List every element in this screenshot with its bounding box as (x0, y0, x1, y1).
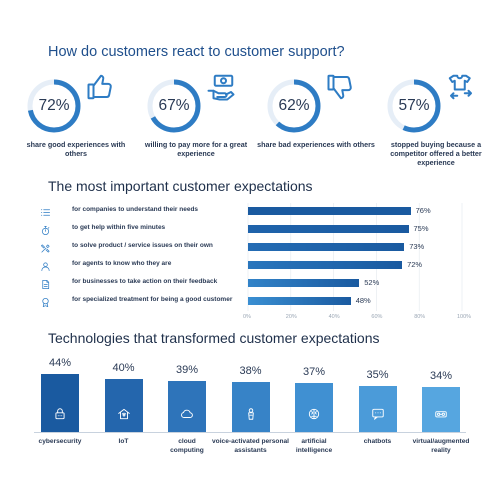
section1-title: How do customers react to customer suppo… (48, 44, 345, 60)
lock-icon (53, 407, 67, 426)
expectation-bar (248, 261, 403, 269)
percent-ring (387, 79, 441, 133)
expectation-label: for businesses to take action on their f… (72, 278, 218, 285)
percent-arc (27, 79, 81, 133)
iot-house-icon (117, 407, 131, 426)
document-icon (40, 277, 51, 289)
technology-label: virtual/augmented reality (412, 438, 470, 454)
money-hand-icon (206, 72, 236, 107)
axis-tick-label: 80% (414, 314, 426, 320)
percent-arc (387, 79, 441, 133)
axis-tick-label: 40% (328, 314, 340, 320)
expectation-label: for companies to understand their needs (72, 206, 199, 213)
axis-tick-label: 20% (285, 314, 297, 320)
percent-ring (27, 79, 81, 133)
expectation-bar (248, 297, 351, 305)
expectation-label: for specialized treatment for being a go… (72, 296, 233, 303)
expectation-value: 76% (415, 206, 431, 215)
expectation-bar (248, 207, 411, 215)
technology-value: 39% (175, 363, 199, 376)
technology-bar (231, 381, 270, 432)
technology-value: 37% (302, 366, 326, 379)
technology-label: chatbots (363, 438, 392, 445)
vr-headset-icon (434, 407, 448, 426)
technology-value: 44% (48, 357, 72, 369)
technology-label: artificial intelligence (295, 438, 333, 454)
axis-tick-label: 60% (371, 314, 383, 320)
stat-percent: 57% (398, 97, 430, 114)
thumbs-up-icon (86, 72, 116, 107)
expectation-row: for companies to understand their needs 7… (40, 205, 460, 217)
stat-label: willing to pay more for a great experien… (144, 140, 248, 158)
technology-value: 34% (429, 370, 453, 383)
stat-card: 57% stopped buying because a competitor o… (382, 74, 500, 178)
technology-bar (104, 379, 143, 432)
percent-arc (147, 79, 201, 133)
stat-label: stopped buying because a competitor offe… (390, 140, 482, 167)
technology-value: 40% (112, 362, 135, 375)
axis-tick-label: 100% (457, 314, 472, 320)
stat-percent: 72% (38, 97, 70, 114)
expectation-bar (248, 279, 360, 287)
baseline (34, 432, 466, 433)
technology-bar (358, 385, 397, 432)
expectation-row: to get help within five minutes 75% (40, 223, 460, 235)
percent-ring (147, 79, 201, 133)
stat-card: 67% willing to pay more for a great exper… (142, 74, 262, 178)
badge-icon (40, 295, 51, 307)
axis-tick-label: 0% (243, 314, 251, 320)
stat-card: 62% share bad experiences with others (257, 74, 382, 178)
percent-arc (267, 79, 321, 133)
tools-icon (40, 241, 51, 253)
tshirt-swap-icon (446, 72, 476, 107)
expectation-label: for agents to know who they are (72, 260, 172, 267)
stat-label: share bad experiences with others (257, 140, 375, 149)
technology-value: 35% (366, 368, 389, 381)
technology-label: IoT (118, 438, 129, 445)
expectation-label: to get help within five minutes (72, 224, 166, 231)
percent-ring (267, 79, 321, 133)
cloud-icon (180, 407, 194, 426)
section2-title: The most important customer expectations (48, 178, 313, 194)
brain-icon (307, 407, 321, 426)
chat-bubble-icon (371, 407, 385, 426)
section3-title: Technologies that transformed customer e… (48, 330, 380, 346)
thumbs-down-icon (326, 72, 356, 107)
technology-label: cybersecurity (38, 438, 82, 445)
technology-bar (422, 387, 460, 432)
stat-card: 72% share good experiences with others (22, 74, 142, 178)
list-icon (40, 205, 51, 216)
stopwatch-icon (40, 223, 51, 235)
expectation-row: to solve product / service issues on the… (40, 241, 460, 253)
expectation-row: for agents to know who they are 72% (40, 259, 460, 271)
technology-label: voice-activated personal assistants (212, 438, 289, 454)
technology-bar (168, 380, 206, 432)
expectation-label: to solve product / service issues on the… (72, 242, 213, 249)
expectation-bar (248, 225, 409, 233)
expectation-value: 52% (364, 278, 380, 287)
stat-percent: 62% (278, 97, 310, 114)
voice-assistant-icon (244, 407, 258, 426)
expectation-value: 72% (407, 260, 423, 269)
expectation-row: for businesses to take action on their f… (40, 277, 460, 289)
expectation-value: 75% (413, 224, 429, 233)
technology-bar (41, 374, 79, 432)
expectation-row: for specialized treatment for being a go… (40, 295, 460, 307)
technology-bar (295, 383, 333, 432)
stat-label: share good experiences with others (26, 140, 126, 158)
person-icon (40, 259, 51, 271)
stat-percent: 67% (158, 97, 190, 114)
expectation-value: 73% (409, 242, 425, 251)
technology-value: 38% (239, 364, 262, 377)
expectation-bar (248, 243, 405, 251)
expectation-value: 48% (355, 296, 371, 305)
technology-label: cloud computing (170, 438, 204, 454)
